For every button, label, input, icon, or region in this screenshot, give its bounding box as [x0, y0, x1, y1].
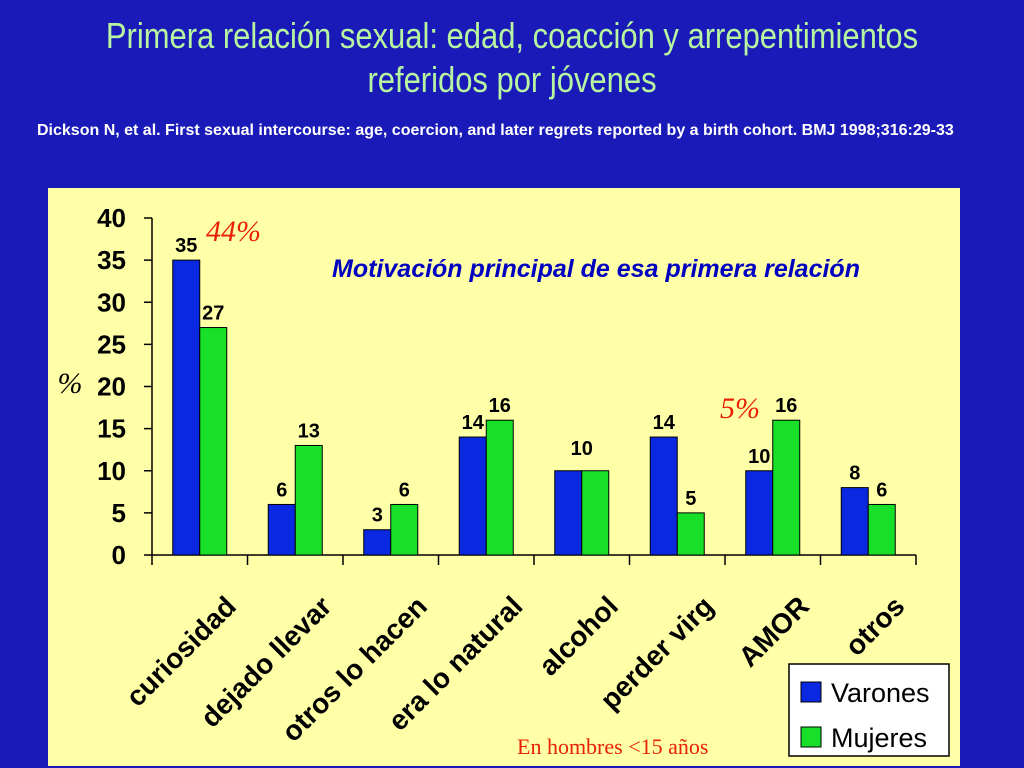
slide-title-line1: Primera relación sexual: edad, coacción …	[105, 15, 919, 56]
bar-mujeres-4	[581, 470, 610, 556]
category-label-6: AMOR	[733, 590, 815, 672]
bar-mujeres-2	[390, 503, 419, 556]
data-label-mujeres-1: 13	[298, 420, 320, 442]
data-label-mujeres-5: 5	[685, 488, 696, 510]
bar-varones-0	[172, 259, 201, 556]
bar-varones-3	[458, 436, 487, 556]
data-label-varones-5: 14	[653, 412, 676, 434]
data-label-mujeres-3: 16	[489, 395, 511, 417]
data-label-mujeres-6: 16	[775, 395, 797, 417]
data-label-mujeres-2: 6	[399, 479, 410, 501]
data-label-varones-1: 6	[276, 479, 287, 501]
chart-title: Motivación principal de esa primera rela…	[332, 255, 860, 283]
bar-varones-5	[649, 436, 678, 556]
bar-varones-2	[363, 529, 392, 556]
legend-label-mujeres: Mujeres	[831, 723, 927, 753]
bar-mujeres-0	[199, 327, 228, 556]
bars	[172, 259, 896, 556]
annotations: 44% 5%	[206, 215, 760, 425]
data-label-varones-3: 14	[462, 412, 485, 434]
data-label-varones-7: 8	[849, 463, 860, 485]
y-tick-label: 20	[97, 372, 126, 402]
data-label-varones-0: 35	[175, 235, 197, 257]
data-label-varones-6: 10	[748, 446, 770, 468]
slide-title-line2: referidos por jóvenes	[367, 59, 657, 100]
y-axis-label: %	[58, 367, 83, 400]
y-tick-label: 40	[97, 203, 126, 233]
footnote: En hombres <15 años	[517, 734, 708, 759]
bar-mujeres-3	[485, 419, 514, 556]
data-label-shared-4: 10	[571, 438, 593, 460]
y-tick-label: 5	[112, 498, 126, 528]
y-tick-label: 35	[97, 245, 126, 275]
legend: Varones Mujeres	[788, 663, 950, 757]
data-label-varones-2: 3	[372, 505, 383, 527]
chart-panel: 0 5 10 15 20 25 30 35 40 35 27 6 13 3 6 14 16 10 14 5 10 16 8…	[48, 188, 960, 766]
slide-title: Primera relación sexual: edad, coacción …	[72, 14, 953, 102]
bar-mujeres-6	[772, 419, 801, 556]
y-tick-label: 15	[97, 414, 126, 444]
citation: Dickson N, et al. First sexual intercour…	[37, 122, 954, 139]
bar-varones-6	[745, 470, 774, 556]
annotation-1: 5%	[720, 392, 760, 425]
legend-box	[788, 663, 950, 757]
y-tick-label: 25	[97, 329, 126, 359]
annotation-0: 44%	[206, 215, 261, 248]
bar-mujeres-1	[294, 444, 323, 556]
legend-swatch-mujeres	[800, 726, 822, 748]
legend-label-varones: Varones	[831, 678, 930, 708]
y-tick-label: 10	[97, 456, 126, 486]
y-tick-label: 30	[97, 287, 126, 317]
bar-varones-7	[840, 487, 869, 556]
data-label-mujeres-0: 27	[202, 303, 224, 325]
y-tick-label: 0	[112, 540, 126, 570]
category-label-4: alcohol	[533, 590, 624, 681]
bar-varones-1	[267, 503, 296, 556]
bar-varones-4	[554, 470, 583, 556]
bar-mujeres-5	[676, 512, 705, 556]
bar-mujeres-7	[867, 503, 896, 556]
category-label-7: otros	[839, 590, 910, 661]
legend-swatch-varones	[800, 681, 822, 703]
data-label-mujeres-7: 6	[876, 479, 887, 501]
